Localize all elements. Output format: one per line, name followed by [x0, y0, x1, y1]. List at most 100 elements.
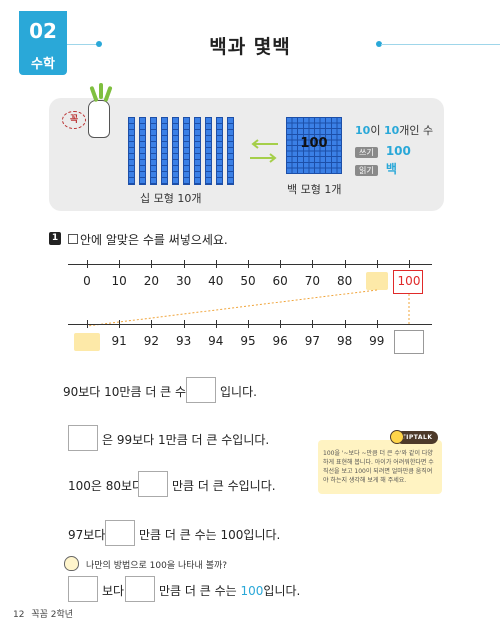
bottom-number-line-label: 93 [175, 334, 192, 348]
box-100 [393, 270, 423, 294]
bottom-number-line-label: 99 [369, 334, 385, 348]
problem-instruction: 안에 알맞은 수를 써넣으세요. [80, 233, 228, 247]
sentence-5-number: 100 [240, 584, 264, 598]
tens-caption: 십 모형 10개 [140, 192, 202, 205]
sentence-5-more: 만큼 더 큰 수는 [159, 584, 237, 598]
bottom-number-line-tick [280, 320, 282, 328]
ten-rod-icon [227, 117, 234, 185]
hundred-square-icon [286, 117, 342, 174]
blank-6[interactable] [125, 576, 155, 602]
definition-mid: 이 [370, 124, 384, 137]
header-line-right [381, 44, 500, 45]
page-title: 백과 몇백 [209, 36, 291, 58]
bottom-number-line-tick [151, 320, 153, 328]
top-number-line-tick [312, 260, 314, 268]
sentence-5-than: 보다 [102, 584, 125, 598]
unit-badge: 02 수학 [19, 11, 67, 75]
bottom-number-line-tick [215, 320, 217, 328]
concept-box [49, 98, 444, 211]
top-number-line-tick [215, 260, 217, 268]
highlight-90-bottom [74, 333, 100, 351]
blank-4[interactable] [105, 520, 135, 546]
bottom-number-line-label: 92 [143, 334, 160, 348]
bottom-number-line-tick [183, 320, 185, 328]
header-line-left [67, 44, 97, 45]
sentence-1-end: 입니다. [220, 385, 257, 399]
header-dot-left [96, 41, 102, 47]
arrow-right-icon [250, 148, 278, 163]
bottom-number-line-label: 98 [336, 334, 353, 348]
top-number-line-tick [280, 260, 282, 268]
top-number-line-tick [376, 260, 378, 268]
bottom-number-line-tick [87, 320, 88, 328]
mascot [88, 100, 110, 138]
blank-1[interactable] [186, 377, 216, 403]
top-number-line-tick [183, 260, 185, 268]
top-number-line-label: 20 [143, 274, 160, 288]
highlight-90 [366, 272, 388, 290]
ten-rod-icon [139, 117, 146, 185]
page-number: 12 [13, 610, 25, 620]
definition-suffix: 개인 수 [399, 124, 434, 137]
blank-2[interactable] [68, 425, 98, 451]
ten-rod-icon [150, 117, 157, 185]
read-row: 읽기 백 [355, 158, 397, 177]
sentence-2: 은 99보다 1만큼 더 큰 수입니다. [102, 433, 270, 447]
read-value: 백 [385, 162, 397, 176]
top-number-line-tick [344, 260, 346, 268]
ten-rod-icon [128, 117, 135, 185]
onion-mascot-icon [64, 556, 79, 571]
bottom-number-line-tick [119, 320, 121, 328]
top-number-line-tick [151, 260, 153, 268]
ten-rod-icon [205, 117, 212, 185]
connector-lines [85, 288, 415, 328]
ten-rod-icon [161, 117, 168, 185]
problem-number: 1 [49, 232, 61, 245]
answer-box-100[interactable] [394, 330, 424, 354]
top-number-line-tick [119, 260, 121, 268]
bottom-number-line-label: 95 [240, 334, 256, 348]
tip-face-icon [390, 430, 404, 444]
sentence-4-start: 97보다 [68, 528, 106, 542]
write-pill: 쓰기 [355, 147, 378, 158]
ten-rod-icon [216, 117, 223, 185]
number-line-bottom [68, 324, 432, 325]
bottom-number-line-tick [376, 320, 378, 328]
subject-label: 수학 [31, 57, 55, 72]
blank-5[interactable] [68, 576, 98, 602]
ten-rod-icon [194, 117, 201, 185]
book-title: 꼭꼼 2학년 [31, 610, 74, 620]
tip-box: 100을 '~보다 ~만큼 더 큰 수'와 같이 다양하게 표현해 봅니다. 아… [318, 440, 442, 494]
bottom-number-line-tick [248, 320, 249, 328]
hundred-square-label: 100 [300, 136, 328, 151]
top-number-line-label: 60 [272, 274, 288, 288]
blank-3[interactable] [138, 471, 168, 497]
top-number-line-tick [248, 260, 249, 268]
top-number-line-tick [87, 260, 88, 268]
page-footer: 12 꼭꼼 2학년 [13, 607, 73, 620]
sentence-1-start: 90보다 10만큼 더 큰 수는 [63, 385, 198, 399]
bottom-number-line-label: 91 [111, 334, 127, 348]
mascot-leaf-icon [99, 83, 103, 99]
top-number-line-label: 100 [397, 274, 421, 288]
bottom-number-line-label: 97 [304, 334, 321, 348]
definition-line: 10이 10개인 수 [355, 122, 433, 138]
sentence-3-start: 100은 80보다 [68, 479, 144, 493]
top-number-line-label: 70 [304, 274, 321, 288]
number-line-top [68, 264, 432, 265]
top-number-line-label: 80 [336, 274, 353, 288]
top-number-line-label: 10 [111, 274, 127, 288]
top-number-line-label: 30 [175, 274, 192, 288]
ten-rod-icon [172, 117, 179, 185]
ten-rod-icon [183, 117, 190, 185]
blank-box-icon [68, 234, 78, 244]
exclaim-burst: 꼭 [62, 111, 86, 129]
sentence-3-end: 만큼 더 큰 수입니다. [172, 479, 276, 493]
question-text: 나만의 방법으로 100을 나타내 볼까? [86, 561, 228, 571]
top-number-line-tick [409, 260, 410, 268]
read-pill: 읽기 [355, 165, 378, 176]
sentence-4-end: 만큼 더 큰 수는 100입니다. [139, 528, 281, 542]
definition-ten: 10 [355, 124, 371, 137]
sentence-5-mid: 만큼 더 큰 수는 100입니다. [159, 582, 300, 599]
header-dot-right [376, 41, 382, 47]
